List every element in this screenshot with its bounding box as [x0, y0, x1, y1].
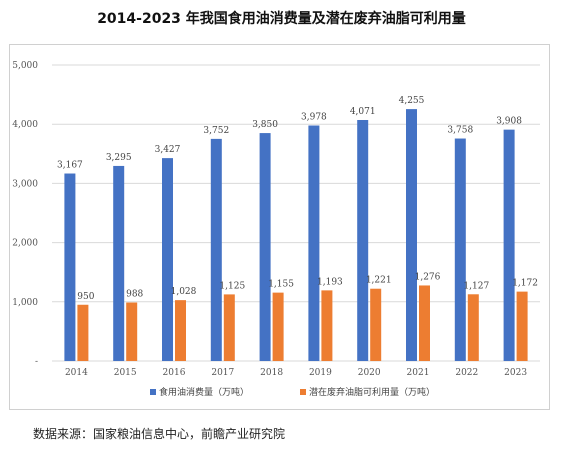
x-tick-label: 2019 — [309, 368, 332, 378]
data-label: 3,758 — [447, 126, 473, 136]
data-label: 3,908 — [496, 117, 522, 127]
x-tick-label: 2014 — [65, 368, 88, 378]
legend-swatch — [150, 389, 156, 395]
bar-waste-oil — [175, 300, 186, 361]
x-tick-label: 2017 — [211, 368, 234, 378]
y-tick-label: 2,000 — [12, 239, 38, 249]
data-label: 4,255 — [399, 96, 425, 106]
data-label: 1,125 — [219, 281, 245, 291]
data-label: 3,850 — [252, 120, 278, 130]
x-tick-label: 2018 — [260, 368, 283, 378]
x-tick-label: 2015 — [114, 368, 137, 378]
bar-waste-oil — [126, 302, 138, 361]
bar-consumption — [113, 165, 125, 361]
data-label: 1,172 — [512, 279, 538, 289]
data-label: 1,221 — [366, 276, 392, 286]
data-source-note: 数据来源：国家粮油信息中心，前瞻产业研究院 — [33, 427, 286, 441]
bar-consumption — [357, 119, 369, 362]
data-label: 3,167 — [57, 161, 83, 171]
x-tick-label: 2020 — [358, 368, 381, 378]
y-tick-label: 1,000 — [12, 298, 38, 308]
bar-chart: - 1,000 2,000 3,000 4,000 5,000 3,167 950 2014 3,… — [12, 61, 540, 398]
data-label: 3,978 — [301, 113, 327, 123]
data-label: 3,295 — [106, 153, 132, 163]
bar-consumption — [162, 158, 173, 361]
y-tick-label: 3,000 — [12, 179, 38, 189]
chart-panel: - 1,000 2,000 3,000 4,000 5,000 3,167 950 2014 3,… — [9, 44, 550, 410]
y-tick-label: - — [35, 357, 38, 367]
data-label: 1,155 — [268, 280, 294, 290]
data-label: 950 — [77, 292, 94, 302]
data-label: 1,276 — [415, 272, 441, 282]
x-tick-label: 2023 — [504, 368, 527, 378]
legend-swatch — [300, 389, 306, 395]
bar-waste-oil — [223, 294, 235, 361]
legend-label: 潜在废弃油脂可利用量（万吨） — [309, 386, 435, 398]
data-label: 3,427 — [155, 145, 181, 155]
data-label: 1,028 — [171, 287, 197, 297]
bar-consumption — [210, 138, 222, 361]
x-tick-label: 2016 — [163, 368, 186, 378]
bar-consumption — [406, 109, 417, 361]
bar-waste-oil — [467, 294, 479, 361]
data-label: 4,071 — [350, 107, 376, 117]
y-tick-label: 4,000 — [12, 120, 38, 130]
bar-waste-oil — [370, 288, 382, 361]
data-label: 1,127 — [463, 281, 489, 291]
bar-waste-oil — [516, 291, 528, 361]
data-label: 3,752 — [203, 126, 229, 136]
chart-title: 2014-2023 年我国食用油消费量及潜在废弃油脂可利用量 — [97, 11, 466, 27]
bar-waste-oil — [77, 304, 89, 361]
data-label: 988 — [126, 290, 143, 300]
bar-consumption — [64, 173, 76, 361]
y-tick-label: 5,000 — [12, 61, 38, 71]
bar-consumption — [308, 125, 320, 361]
x-tick-label: 2022 — [455, 368, 478, 378]
x-tick-label: 2021 — [407, 368, 430, 378]
bar-consumption — [259, 133, 271, 361]
legend-label: 食用油消费量（万吨） — [159, 386, 249, 398]
bar-waste-oil — [419, 285, 430, 361]
bar-waste-oil — [272, 292, 284, 361]
bar-consumption — [503, 129, 515, 361]
bar-consumption — [454, 138, 466, 361]
bar-waste-oil — [321, 290, 333, 361]
data-label: 1,193 — [317, 277, 343, 287]
